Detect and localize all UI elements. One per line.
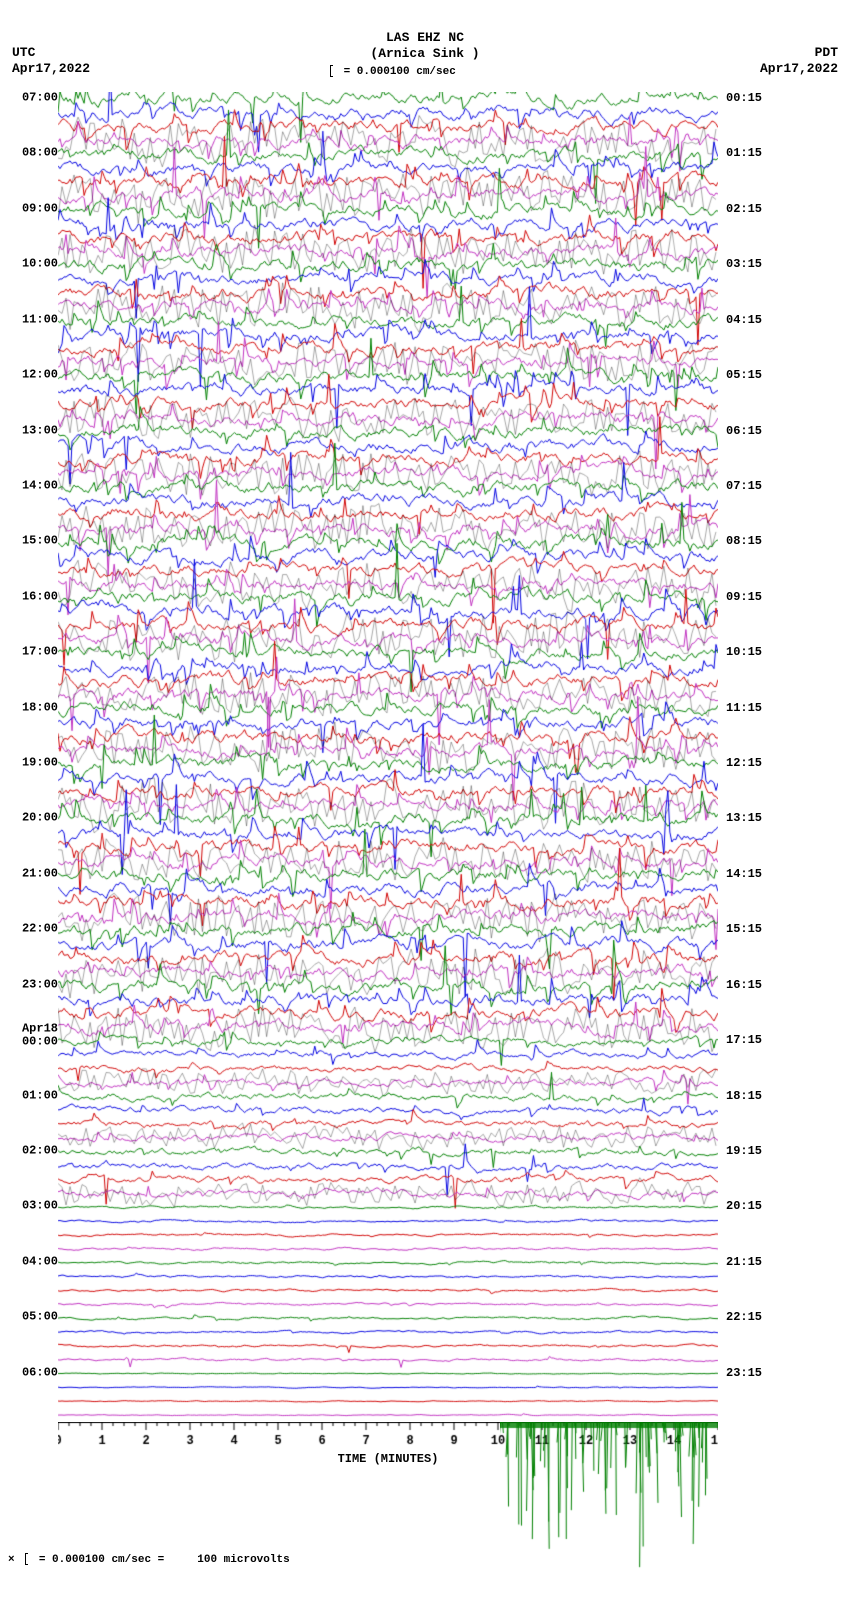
right-hour-label: 02:15	[726, 202, 776, 216]
header-right: PDT Apr17,2022	[760, 45, 838, 76]
right-hour-label: 21:15	[726, 1255, 776, 1269]
left-hour-label: 04:00	[8, 1255, 58, 1268]
left-hour-label: 18:00	[8, 701, 58, 714]
left-hour-label: Apr1800:00	[8, 1022, 58, 1047]
overflow-tail	[500, 1422, 718, 1582]
left-hour-label: 20:00	[8, 812, 58, 825]
right-hour-label: 08:15	[726, 534, 776, 548]
footer-scale: × = 0.000100 cm/sec = 100 microvolts	[8, 1553, 290, 1566]
footer-text-right: 100 microvolts	[197, 1554, 289, 1566]
right-hour-label: 06:15	[726, 424, 776, 438]
right-hour-label: 11:15	[726, 701, 776, 715]
scale-bar-icon	[330, 65, 333, 77]
scale-text: = 0.000100 cm/sec	[344, 66, 456, 78]
right-hour-label: 16:15	[726, 978, 776, 992]
left-hour-label: 12:00	[8, 369, 58, 382]
right-hour-label: 00:15	[726, 91, 776, 105]
right-hour-label: 20:15	[726, 1199, 776, 1213]
seismogram-plot	[58, 92, 718, 1422]
right-hour-label: 15:15	[726, 922, 776, 936]
left-hour-label: 17:00	[8, 646, 58, 659]
right-hour-label: 18:15	[726, 1089, 776, 1103]
right-hour-label: 10:15	[726, 645, 776, 659]
station-code: LAS EHZ NC	[0, 30, 850, 46]
right-hour-label: 09:15	[726, 590, 776, 604]
left-hour-label: 01:00	[8, 1089, 58, 1102]
left-hour-label: 05:00	[8, 1311, 58, 1324]
left-axis-labels: 07:00 08:00 09:00 10:00 11:00 12:00 13:00 14:00…	[8, 92, 58, 1422]
footer-bar-icon	[25, 1553, 28, 1565]
right-axis-labels: 00:15 01:15 02:15 03:15 04:15 05:15 06:15 07:15…	[720, 92, 780, 1422]
right-hour-label: 03:15	[726, 257, 776, 271]
left-hour-label: 10:00	[8, 258, 58, 271]
left-hour-label: 09:00	[8, 203, 58, 216]
tz-right-label: PDT	[760, 45, 838, 61]
date-left-label: Apr17,2022	[12, 61, 90, 77]
left-hour-label: 08:00	[8, 147, 58, 160]
station-location: (Arnica Sink )	[0, 46, 850, 62]
left-hour-label: 16:00	[8, 590, 58, 603]
left-hour-label: 21:00	[8, 868, 58, 881]
left-hour-label: 13:00	[8, 424, 58, 437]
right-hour-label: 23:15	[726, 1366, 776, 1380]
right-hour-label: 13:15	[726, 811, 776, 825]
right-hour-label: 07:15	[726, 479, 776, 493]
footer-text-left: = 0.000100 cm/sec =	[39, 1554, 164, 1566]
left-hour-label: 22:00	[8, 923, 58, 936]
seismogram-canvas	[58, 92, 718, 1422]
right-hour-label: 05:15	[726, 368, 776, 382]
left-hour-label: 06:00	[8, 1366, 58, 1379]
right-hour-label: 12:15	[726, 756, 776, 770]
scale-indicator: = 0.000100 cm/sec	[330, 65, 456, 78]
left-hour-label: 11:00	[8, 313, 58, 326]
header-center: LAS EHZ NC (Arnica Sink )	[0, 30, 850, 61]
right-hour-label: 04:15	[726, 313, 776, 327]
left-hour-label: 15:00	[8, 535, 58, 548]
right-hour-label: 22:15	[726, 1310, 776, 1324]
left-hour-label: 02:00	[8, 1145, 58, 1158]
right-hour-label: 19:15	[726, 1144, 776, 1158]
left-hour-label: 23:00	[8, 978, 58, 991]
header: UTC Apr17,2022 LAS EHZ NC (Arnica Sink )…	[0, 0, 850, 85]
footer-tick-icon: ×	[8, 1554, 15, 1566]
left-hour-label: 07:00	[8, 92, 58, 105]
right-hour-label: 14:15	[726, 867, 776, 881]
right-hour-label: 01:15	[726, 146, 776, 160]
left-hour-label: 03:00	[8, 1200, 58, 1213]
left-hour-label: 14:00	[8, 480, 58, 493]
left-hour-label: 19:00	[8, 757, 58, 770]
date-right-label: Apr17,2022	[760, 61, 838, 77]
right-hour-label: 17:15	[726, 1033, 776, 1047]
